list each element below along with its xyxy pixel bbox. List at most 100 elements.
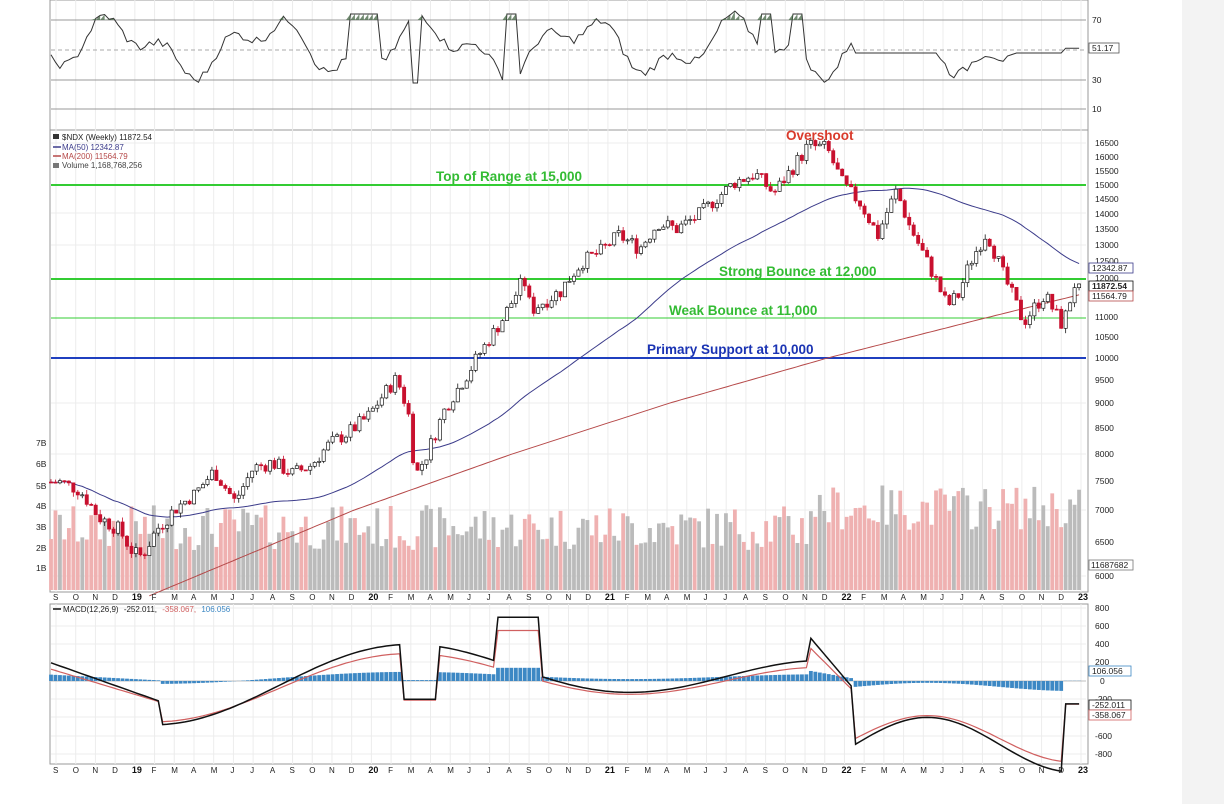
ma200-last-box [1088, 290, 1134, 302]
macd-histogram-bar [366, 672, 371, 681]
candle-body [196, 487, 201, 491]
volume-bar [1063, 523, 1068, 590]
candle-body [352, 424, 357, 432]
macd-histogram-bar [858, 681, 862, 687]
macd-histogram-bar [134, 679, 138, 681]
month-label: M [408, 766, 415, 775]
volume-bar [956, 491, 961, 590]
macd-histogram-bar [326, 674, 331, 681]
candle-body [1059, 308, 1064, 329]
rsi-overbought-fill [363, 14, 369, 20]
month-label: M [684, 766, 691, 775]
macd-histogram-bar [656, 678, 661, 681]
candle-body [849, 184, 854, 188]
volume-bar [656, 523, 661, 590]
candle-body [612, 232, 617, 246]
macd-histogram-bar [728, 676, 733, 681]
volume-bar [567, 548, 572, 590]
candle-body [951, 293, 956, 306]
candle-body [759, 173, 764, 175]
volume-bar [755, 543, 760, 590]
volume-bar [831, 487, 836, 590]
volume-bar [938, 488, 943, 590]
rsi-last-label: 51.17 [1092, 43, 1114, 53]
candle-body [625, 239, 630, 242]
candle-body [831, 150, 836, 164]
volume-bar [406, 545, 411, 590]
macd-histogram-bar [361, 672, 366, 681]
candle-body [241, 486, 246, 496]
price-tick: 14500 [1095, 194, 1119, 204]
month-label: O [309, 593, 315, 602]
month-label: D [1058, 766, 1064, 775]
macd-histogram-bar [1041, 681, 1046, 691]
volume-bar [540, 539, 545, 590]
candle-body [308, 465, 313, 471]
month-label: O [73, 593, 79, 602]
month-label: S [999, 766, 1004, 775]
macd-histogram-bar [777, 674, 782, 681]
macd-histogram-bar [661, 678, 666, 681]
hist-last-label: 106.056 [1092, 666, 1123, 676]
candle-body [656, 229, 661, 231]
macd-histogram-bar [370, 672, 375, 681]
month-label: J [230, 593, 234, 602]
volume-bar [616, 540, 621, 590]
volume-bar [1027, 518, 1032, 590]
volume-bar [496, 546, 500, 590]
macd-histogram-bar [902, 681, 907, 684]
macd-histogram-bar [1019, 681, 1023, 689]
volume-bar [876, 522, 880, 590]
month-label: M [684, 593, 691, 602]
candle-body [1068, 302, 1073, 312]
macd-legend-name: MACD(12,26,9) [63, 605, 119, 614]
year-label: 21 [605, 765, 615, 775]
candle-body [1005, 266, 1010, 285]
macd-histogram-bar [531, 667, 536, 681]
candle-body [594, 253, 599, 255]
candle-body [536, 307, 541, 314]
macd-histogram-bar [536, 667, 541, 681]
volume-bar [741, 541, 746, 590]
month-label: M [211, 593, 218, 602]
month-label: D [585, 593, 591, 602]
macd-histogram-bar [259, 679, 263, 681]
candle-body [1032, 302, 1037, 317]
rsi-overbought-fill [730, 11, 735, 20]
candle-body [232, 493, 237, 499]
macd-histogram-bar [750, 675, 755, 681]
month-label: O [546, 593, 552, 602]
candle-body [992, 245, 997, 259]
rsi-overbought-fill [792, 14, 798, 20]
candle-body [884, 212, 889, 225]
volume-bar [764, 521, 769, 590]
volume-bar [943, 494, 947, 590]
volume-bar [710, 543, 715, 590]
macd-histogram-bar [983, 681, 988, 686]
month-label: J [467, 593, 471, 602]
macd-histogram-bar [397, 671, 402, 681]
candle-body [723, 186, 728, 195]
candle-body [268, 460, 272, 472]
volume-bar [227, 509, 232, 590]
macd-histogram-bar [746, 675, 751, 681]
month-label: F [388, 766, 393, 775]
month-label: M [447, 766, 454, 775]
volume-bar [844, 516, 849, 590]
candle-body [844, 175, 849, 185]
ma200-last-label: 11564.79 [1092, 291, 1127, 301]
volume-bar [639, 543, 643, 590]
volume-last-box [1088, 559, 1134, 571]
volume-bar [737, 534, 742, 590]
volume-bar [759, 546, 764, 590]
year-label: 20 [368, 765, 378, 775]
volume-bar [268, 542, 272, 590]
volume-tick: 1B [36, 563, 47, 573]
rsi-overbought-fill [506, 14, 512, 20]
macd-histogram-bar [1045, 681, 1050, 691]
candle-body [482, 344, 487, 354]
volume-bar [665, 527, 670, 590]
volume-bar [960, 487, 965, 590]
month-label: A [506, 593, 512, 602]
candle-body [688, 219, 693, 221]
